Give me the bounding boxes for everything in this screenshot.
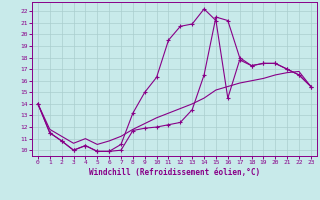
X-axis label: Windchill (Refroidissement éolien,°C): Windchill (Refroidissement éolien,°C) [89,168,260,177]
